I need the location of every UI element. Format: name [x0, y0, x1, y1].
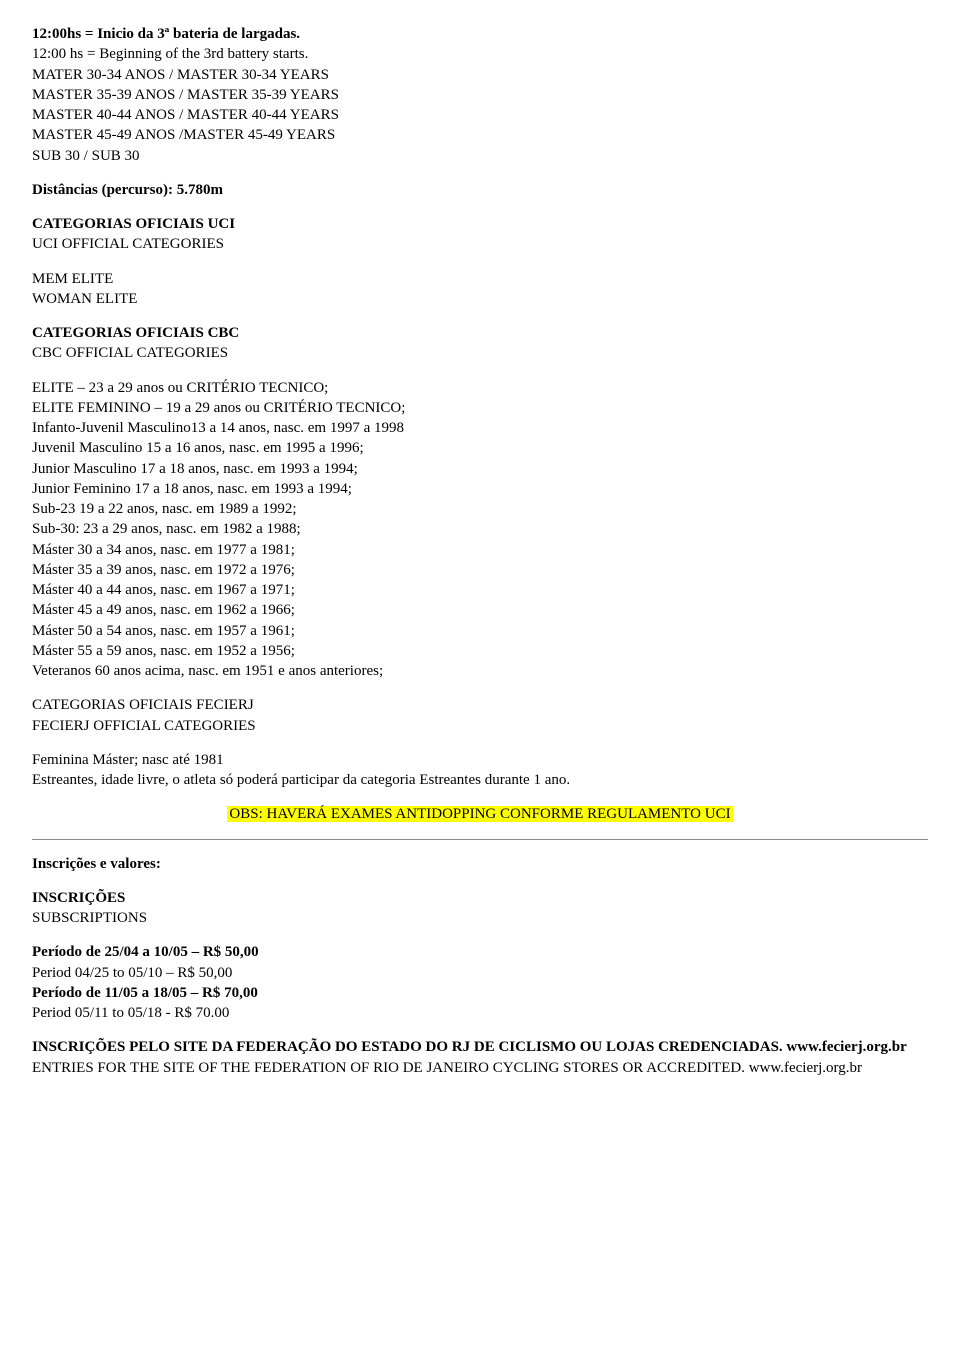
cbc-line: ELITE FEMININO – 19 a 29 anos ou CRITÉRI… [32, 398, 928, 418]
entries-en: ENTRIES FOR THE SITE OF THE FEDERATION O… [32, 1058, 928, 1078]
cbc-title-en: CBC OFFICIAL CATEGORIES [32, 343, 928, 363]
fecierj-line-1: Feminina Máster; nasc até 1981 [32, 750, 928, 770]
distances-label: Distâncias (percurso): 5.780m [32, 180, 928, 200]
cbc-line: Juvenil Masculino 15 a 16 anos, nasc. em… [32, 438, 928, 458]
cbc-line: Sub-30: 23 a 29 anos, nasc. em 1982 a 19… [32, 519, 928, 539]
inscricoes-heading-block: Inscrições e valores: [32, 854, 928, 874]
uci-woman-elite: WOMAN ELITE [32, 289, 928, 309]
uci-categories-block: MEM ELITE WOMAN ELITE [32, 269, 928, 310]
cbc-line: Máster 30 a 34 anos, nasc. em 1977 a 198… [32, 540, 928, 560]
entries-block: INSCRIÇÕES PELO SITE DA FEDERAÇÃO DO EST… [32, 1037, 928, 1078]
fecierj-title-pt: CATEGORIAS OFICIAIS FECIERJ [32, 695, 928, 715]
uci-mem-elite: MEM ELITE [32, 269, 928, 289]
cbc-line: Junior Masculino 17 a 18 anos, nasc. em … [32, 459, 928, 479]
master-30-34: MATER 30-34 ANOS / MASTER 30-34 YEARS [32, 65, 928, 85]
sub-30: SUB 30 / SUB 30 [32, 146, 928, 166]
inscricoes-periods-block: Período de 25/04 a 10/05 – R$ 50,00 Peri… [32, 942, 928, 1023]
master-40-44: MASTER 40-44 ANOS / MASTER 40-44 YEARS [32, 105, 928, 125]
cbc-line: Máster 50 a 54 anos, nasc. em 1957 a 196… [32, 621, 928, 641]
cbc-line: Junior Feminino 17 a 18 anos, nasc. em 1… [32, 479, 928, 499]
uci-title-pt: CATEGORIAS OFICIAIS UCI [32, 214, 928, 234]
fecierj-line-2: Estreantes, idade livre, o atleta só pod… [32, 770, 928, 790]
cbc-categories-block: ELITE – 23 a 29 anos ou CRITÉRIO TECNICO… [32, 378, 928, 682]
cbc-line: Sub-23 19 a 22 anos, nasc. em 1989 a 199… [32, 499, 928, 519]
cbc-line: ELITE – 23 a 29 anos ou CRITÉRIO TECNICO… [32, 378, 928, 398]
fecierj-heading-block: CATEGORIAS OFICIAIS FECIERJ FECIERJ OFFI… [32, 695, 928, 736]
distances-block: Distâncias (percurso): 5.780m [32, 180, 928, 200]
cbc-line: Infanto-Juvenil Masculino13 a 14 anos, n… [32, 418, 928, 438]
master-45-49: MASTER 45-49 ANOS /MASTER 45-49 YEARS [32, 125, 928, 145]
cbc-line: Máster 45 a 49 anos, nasc. em 1962 a 196… [32, 600, 928, 620]
cbc-line: Máster 35 a 39 anos, nasc. em 1972 a 197… [32, 560, 928, 580]
fecierj-title-en: FECIERJ OFFICIAL CATEGORIES [32, 716, 928, 736]
uci-title-en: UCI OFFICIAL CATEGORIES [32, 234, 928, 254]
divider [32, 839, 928, 840]
obs-highlight: OBS: HAVERÁ EXAMES ANTIDOPPING CONFORME … [227, 806, 732, 822]
cbc-heading-block: CATEGORIAS OFICIAIS CBC CBC OFFICIAL CAT… [32, 323, 928, 364]
obs-block: OBS: HAVERÁ EXAMES ANTIDOPPING CONFORME … [32, 804, 928, 824]
cbc-title-pt: CATEGORIAS OFICIAIS CBC [32, 323, 928, 343]
schedule-en: 12:00 hs = Beginning of the 3rd battery … [32, 44, 928, 64]
entries-pt: INSCRIÇÕES PELO SITE DA FEDERAÇÃO DO EST… [32, 1037, 928, 1057]
cbc-line: Máster 55 a 59 anos, nasc. em 1952 a 195… [32, 641, 928, 661]
period-2-en: Period 05/11 to 05/18 - R$ 70.00 [32, 1003, 928, 1023]
period-1-pt: Período de 25/04 a 10/05 – R$ 50,00 [32, 942, 928, 962]
period-2-pt: Período de 11/05 a 18/05 – R$ 70,00 [32, 983, 928, 1003]
inscricoes-title-en: SUBSCRIPTIONS [32, 908, 928, 928]
uci-heading-block: CATEGORIAS OFICIAIS UCI UCI OFFICIAL CAT… [32, 214, 928, 255]
schedule-pt: 12:00hs = Inicio da 3ª bateria de largad… [32, 24, 928, 44]
inscricoes-title-block: INSCRIÇÕES SUBSCRIPTIONS [32, 888, 928, 929]
master-35-39: MASTER 35-39 ANOS / MASTER 35-39 YEARS [32, 85, 928, 105]
fecierj-categories-block: Feminina Máster; nasc até 1981 Estreante… [32, 750, 928, 791]
inscricoes-title-pt: INSCRIÇÕES [32, 888, 928, 908]
inscricoes-heading: Inscrições e valores: [32, 854, 928, 874]
period-1-en: Period 04/25 to 05/10 – R$ 50,00 [32, 963, 928, 983]
cbc-line: Máster 40 a 44 anos, nasc. em 1967 a 197… [32, 580, 928, 600]
cbc-line: Veteranos 60 anos acima, nasc. em 1951 e… [32, 661, 928, 681]
schedule-block: 12:00hs = Inicio da 3ª bateria de largad… [32, 24, 928, 166]
